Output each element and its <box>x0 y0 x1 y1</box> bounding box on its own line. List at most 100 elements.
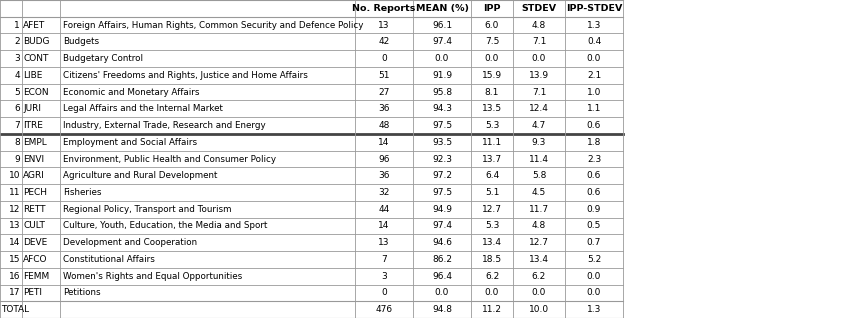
Text: 0.0: 0.0 <box>435 54 449 63</box>
Text: 7: 7 <box>381 255 387 264</box>
Text: 12.7: 12.7 <box>529 238 549 247</box>
Text: 97.4: 97.4 <box>432 221 452 231</box>
Text: Petitions: Petitions <box>63 288 100 297</box>
Text: LIBE: LIBE <box>23 71 42 80</box>
Text: 32: 32 <box>378 188 389 197</box>
Text: 0.6: 0.6 <box>586 188 601 197</box>
Text: 13.5: 13.5 <box>482 104 502 113</box>
Text: 4.7: 4.7 <box>532 121 546 130</box>
Text: 5: 5 <box>14 87 20 97</box>
Text: FEMM: FEMM <box>23 272 49 281</box>
Text: 7.1: 7.1 <box>532 87 547 97</box>
Text: TOTAL: TOTAL <box>1 305 29 314</box>
Text: No. Reports: No. Reports <box>352 4 416 13</box>
Text: IPP: IPP <box>484 4 501 13</box>
Text: 13: 13 <box>8 221 20 231</box>
Text: 48: 48 <box>378 121 389 130</box>
Text: JURI: JURI <box>23 104 41 113</box>
Text: Legal Affairs and the Internal Market: Legal Affairs and the Internal Market <box>63 104 223 113</box>
Text: 5.8: 5.8 <box>532 171 547 180</box>
Text: 1: 1 <box>14 21 20 30</box>
Text: 0.0: 0.0 <box>532 54 547 63</box>
Text: IPP-STDEV: IPP-STDEV <box>566 4 622 13</box>
Text: 0.6: 0.6 <box>586 171 601 180</box>
Text: 0.0: 0.0 <box>586 288 601 297</box>
Text: 12.7: 12.7 <box>482 205 502 214</box>
Text: AFCO: AFCO <box>23 255 48 264</box>
Text: 0.0: 0.0 <box>435 288 449 297</box>
Text: 6.0: 6.0 <box>484 21 499 30</box>
Text: 44: 44 <box>378 205 389 214</box>
Text: 3: 3 <box>381 272 387 281</box>
Text: 36: 36 <box>378 171 390 180</box>
Text: 94.8: 94.8 <box>432 305 452 314</box>
Text: Environment, Public Health and Consumer Policy: Environment, Public Health and Consumer … <box>63 155 276 163</box>
Text: MEAN (%): MEAN (%) <box>416 4 468 13</box>
Text: 14: 14 <box>378 138 389 147</box>
Text: 97.5: 97.5 <box>432 121 452 130</box>
Text: 12.4: 12.4 <box>529 104 549 113</box>
Text: 8.1: 8.1 <box>484 87 499 97</box>
Text: 96.4: 96.4 <box>432 272 452 281</box>
Text: 7.1: 7.1 <box>532 37 547 46</box>
Text: 0.0: 0.0 <box>484 288 499 297</box>
Text: Employment and Social Affairs: Employment and Social Affairs <box>63 138 197 147</box>
Text: EMPL: EMPL <box>23 138 47 147</box>
Text: 4.8: 4.8 <box>532 21 546 30</box>
Text: 86.2: 86.2 <box>432 255 452 264</box>
Text: 6.2: 6.2 <box>484 272 499 281</box>
Text: AFET: AFET <box>23 21 45 30</box>
Text: 13: 13 <box>378 21 390 30</box>
Text: 93.5: 93.5 <box>432 138 452 147</box>
Text: 1.3: 1.3 <box>586 305 601 314</box>
Text: 0.0: 0.0 <box>586 54 601 63</box>
Text: Industry, External Trade, Research and Energy: Industry, External Trade, Research and E… <box>63 121 265 130</box>
Text: Culture, Youth, Education, the Media and Sport: Culture, Youth, Education, the Media and… <box>63 221 268 231</box>
Text: 42: 42 <box>378 37 389 46</box>
Text: 27: 27 <box>378 87 389 97</box>
Text: 1.8: 1.8 <box>586 138 601 147</box>
Text: 1.0: 1.0 <box>586 87 601 97</box>
Text: ENVI: ENVI <box>23 155 44 163</box>
Text: 2.3: 2.3 <box>586 155 601 163</box>
Text: 14: 14 <box>378 221 389 231</box>
Text: PECH: PECH <box>23 188 47 197</box>
Text: 13.4: 13.4 <box>529 255 549 264</box>
Text: STDEV: STDEV <box>521 4 557 13</box>
Text: 4.5: 4.5 <box>532 188 546 197</box>
Text: Citizens' Freedoms and Rights, Justice and Home Affairs: Citizens' Freedoms and Rights, Justice a… <box>63 71 308 80</box>
Text: Women's Rights and Equal Opportunities: Women's Rights and Equal Opportunities <box>63 272 242 281</box>
Text: 18.5: 18.5 <box>482 255 502 264</box>
Text: Regional Policy, Transport and Tourism: Regional Policy, Transport and Tourism <box>63 205 231 214</box>
Text: 11.1: 11.1 <box>482 138 502 147</box>
Text: 0.0: 0.0 <box>586 272 601 281</box>
Text: 10: 10 <box>8 171 20 180</box>
Text: 97.4: 97.4 <box>432 37 452 46</box>
Text: 15.9: 15.9 <box>482 71 502 80</box>
Text: 2.1: 2.1 <box>586 71 601 80</box>
Text: 95.8: 95.8 <box>432 87 452 97</box>
Text: 0.4: 0.4 <box>586 37 601 46</box>
Text: Budgets: Budgets <box>63 37 99 46</box>
Text: 3: 3 <box>14 54 20 63</box>
Text: 1.3: 1.3 <box>586 21 601 30</box>
Text: 17: 17 <box>8 288 20 297</box>
Text: ITRE: ITRE <box>23 121 42 130</box>
Text: Foreign Affairs, Human Rights, Common Security and Defence Policy: Foreign Affairs, Human Rights, Common Se… <box>63 21 363 30</box>
Text: 92.3: 92.3 <box>432 155 452 163</box>
Text: 94.3: 94.3 <box>432 104 452 113</box>
Text: 13.9: 13.9 <box>529 71 549 80</box>
Text: 15: 15 <box>8 255 20 264</box>
Text: 5.1: 5.1 <box>484 188 499 197</box>
Text: AGRI: AGRI <box>23 171 45 180</box>
Text: Agriculture and Rural Development: Agriculture and Rural Development <box>63 171 218 180</box>
Text: 0: 0 <box>381 288 387 297</box>
Text: 1.1: 1.1 <box>586 104 601 113</box>
Text: 8: 8 <box>14 138 20 147</box>
Text: 0.0: 0.0 <box>484 54 499 63</box>
Text: 51: 51 <box>378 71 390 80</box>
Text: 14: 14 <box>8 238 20 247</box>
Text: 11.2: 11.2 <box>482 305 502 314</box>
Text: 11.4: 11.4 <box>529 155 549 163</box>
Text: Economic and Monetary Affairs: Economic and Monetary Affairs <box>63 87 200 97</box>
